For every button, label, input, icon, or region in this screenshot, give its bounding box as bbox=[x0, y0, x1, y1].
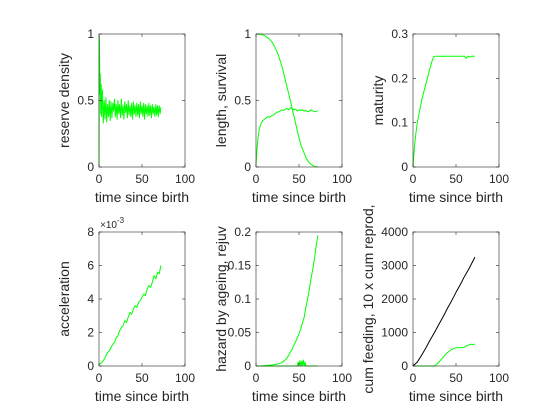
y-tick-label: 1 bbox=[244, 27, 251, 41]
series-line-1 bbox=[256, 33, 318, 168]
y-tick-label: 0.1 bbox=[234, 292, 251, 306]
y-tick-label: 0 bbox=[87, 359, 94, 373]
y-tick-label: 0 bbox=[401, 160, 408, 174]
x-tick-label: 0 bbox=[253, 371, 260, 385]
y-tick-label: 0.05 bbox=[228, 326, 252, 340]
x-tick-label: 50 bbox=[292, 371, 306, 385]
x-axis-label: time since birth bbox=[95, 189, 189, 205]
subplot-2: 0 50 100 0 0.5 1 time since birth length, survi… bbox=[213, 27, 352, 205]
x-tick-label: 100 bbox=[175, 172, 195, 186]
subplot-1: 0 50 100 0 0.5 1 time since birth reserve densi… bbox=[56, 27, 195, 205]
y-tick-label: 0.5 bbox=[77, 94, 94, 108]
y-tick-label: 0.15 bbox=[228, 259, 252, 273]
series-line-1 bbox=[255, 235, 319, 367]
series-line-2 bbox=[255, 107, 318, 165]
series-line-1 bbox=[98, 36, 162, 168]
y-tick-label: 0 bbox=[401, 359, 408, 373]
y-axis-label: reserve density bbox=[56, 53, 72, 148]
x-tick-label: 100 bbox=[489, 172, 509, 186]
x-axis-label: time since birth bbox=[409, 388, 503, 404]
y-tick-label: 0.5 bbox=[234, 94, 251, 108]
x-tick-label: 50 bbox=[135, 172, 149, 186]
y-tick-label: 6 bbox=[87, 259, 94, 273]
x-tick-label: 100 bbox=[332, 172, 352, 186]
x-tick-label: 0 bbox=[410, 172, 417, 186]
y-tick-label: 0.1 bbox=[391, 116, 408, 130]
y-tick-label: 0 bbox=[87, 160, 94, 174]
x-tick-label: 100 bbox=[489, 371, 509, 385]
x-axis-label: time since birth bbox=[252, 189, 346, 205]
subplot-3: 0 50 100 0 0.1 0.2 0.3 time since birth maturity bbox=[370, 27, 509, 205]
y-tick-label: 0.2 bbox=[391, 71, 408, 85]
x-tick-label: 100 bbox=[332, 371, 352, 385]
x-axis-label: time since birth bbox=[95, 388, 189, 404]
y-tick-label: 4 bbox=[87, 292, 94, 306]
x-tick-label: 50 bbox=[449, 371, 463, 385]
y-axis-label: acceleration bbox=[56, 261, 72, 337]
y-tick-label: 0.2 bbox=[234, 225, 251, 239]
y-tick-label: 8 bbox=[87, 225, 94, 239]
y-tick-label: 1 bbox=[87, 27, 94, 41]
subplot-5: 0 50 100 0 0.05 0.1 0.15 0.2 time since birth haz… bbox=[213, 225, 352, 404]
x-tick-label: 50 bbox=[135, 371, 149, 385]
x-axis-label: time since birth bbox=[409, 189, 503, 205]
x-axis-label: time since birth bbox=[252, 388, 346, 404]
y-tick-label: 0 bbox=[244, 359, 251, 373]
y-tick-label: 3000 bbox=[381, 259, 408, 273]
series-line-1 bbox=[412, 256, 476, 367]
y-axis-label: length, survival bbox=[213, 54, 229, 147]
x-tick-label: 50 bbox=[449, 172, 463, 186]
x-tick-label: 0 bbox=[410, 371, 417, 385]
y-tick-label: 0.3 bbox=[391, 27, 408, 41]
x-tick-label: 0 bbox=[253, 172, 260, 186]
x-tick-label: 0 bbox=[96, 371, 103, 385]
y-tick-label: 4000 bbox=[381, 225, 408, 239]
x-tick-label: 100 bbox=[175, 371, 195, 385]
y-tick-label: 2 bbox=[87, 326, 94, 340]
y-tick-label: 2000 bbox=[381, 292, 408, 306]
y-tick-label: 0 bbox=[244, 160, 251, 174]
series-line-1 bbox=[412, 55, 475, 168]
x-tick-label: 50 bbox=[292, 172, 306, 186]
y-axis-label: cum feeding, 10 x cum reprod, bbox=[360, 204, 376, 393]
x-tick-label: 0 bbox=[96, 172, 103, 186]
y-axis-label: hazard by ageing, rejuv bbox=[213, 226, 229, 372]
series-line-1 bbox=[98, 265, 162, 365]
y-axis-label: maturity bbox=[370, 76, 386, 126]
series-line-2 bbox=[413, 343, 476, 367]
y-tick-label: 1000 bbox=[381, 326, 408, 340]
